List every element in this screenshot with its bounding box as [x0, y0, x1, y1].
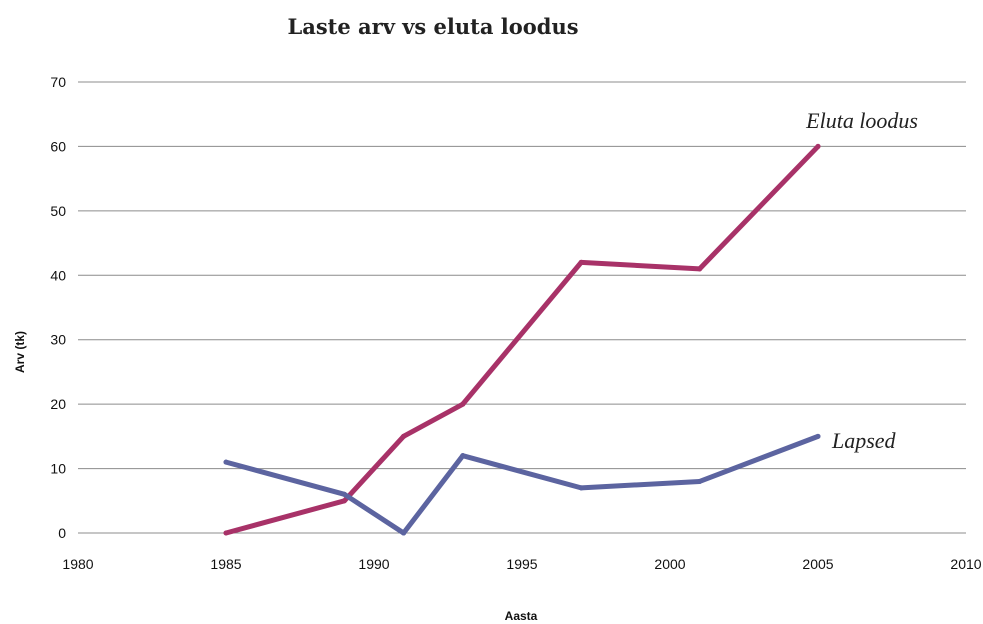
y-tick-label: 20: [50, 396, 66, 412]
series-segment-eluta-loodus: [697, 143, 821, 272]
series-segment-eluta-loodus: [223, 498, 347, 536]
x-tick-label: 1995: [506, 556, 537, 572]
chart-title: Laste arv vs eluta loodus: [287, 14, 578, 39]
x-axis-ticks: 1980 1985 1990 1995 2000 2005 2010: [62, 556, 981, 572]
series-lapsed: [223, 433, 821, 536]
data-point-eluta-loodus: [578, 259, 584, 265]
series-label-eluta-loodus: Eluta loodus: [805, 108, 918, 133]
series-segment-lapsed: [223, 459, 347, 497]
y-tick-label: 70: [50, 74, 66, 90]
series-segment-eluta-loodus: [341, 433, 407, 504]
data-point-lapsed: [223, 459, 229, 465]
x-tick-label: 2005: [802, 556, 833, 572]
x-tick-label: 1985: [210, 556, 241, 572]
data-point-lapsed: [578, 485, 584, 491]
data-point-eluta-loodus: [401, 433, 407, 439]
x-tick-label: 2000: [654, 556, 685, 572]
series-segment-lapsed: [401, 453, 466, 536]
data-point-lapsed: [815, 433, 821, 439]
series-segment-eluta-loodus: [460, 259, 584, 407]
data-point-lapsed: [401, 530, 407, 536]
series-lines: [223, 143, 821, 536]
data-point-eluta-loodus: [341, 498, 347, 504]
y-tick-label: 10: [50, 461, 66, 477]
y-tick-label: 30: [50, 332, 66, 348]
data-point-lapsed: [697, 478, 703, 484]
series-segment-eluta-loodus: [401, 401, 466, 439]
y-axis-label: Arv (tk): [13, 331, 27, 373]
y-tick-label: 50: [50, 203, 66, 219]
data-point-eluta-loodus: [697, 266, 703, 272]
data-point-eluta-loodus: [815, 143, 821, 149]
series-segment-lapsed: [578, 478, 703, 491]
series-eluta-loodus: [223, 143, 821, 536]
x-tick-label: 1980: [62, 556, 93, 572]
series-segment-lapsed: [460, 453, 584, 491]
y-tick-label: 0: [58, 525, 66, 541]
y-tick-label: 40: [50, 267, 66, 283]
x-axis-label: Aasta: [505, 609, 538, 623]
data-point-eluta-loodus: [223, 530, 229, 536]
series-label-lapsed: Lapsed: [831, 428, 897, 453]
data-point-lapsed: [341, 491, 347, 497]
x-tick-label: 1990: [358, 556, 389, 572]
series-segment-lapsed: [341, 491, 407, 536]
series-segment-eluta-loodus: [578, 259, 703, 272]
data-point-eluta-loodus: [460, 401, 466, 407]
x-tick-label: 2010: [950, 556, 981, 572]
series-segment-lapsed: [697, 433, 821, 484]
gridlines: [78, 81, 966, 470]
y-axis-ticks: 0 10 20 30 40 50 60 70: [50, 74, 66, 541]
data-point-lapsed: [460, 453, 466, 459]
y-tick-label: 60: [50, 138, 66, 154]
